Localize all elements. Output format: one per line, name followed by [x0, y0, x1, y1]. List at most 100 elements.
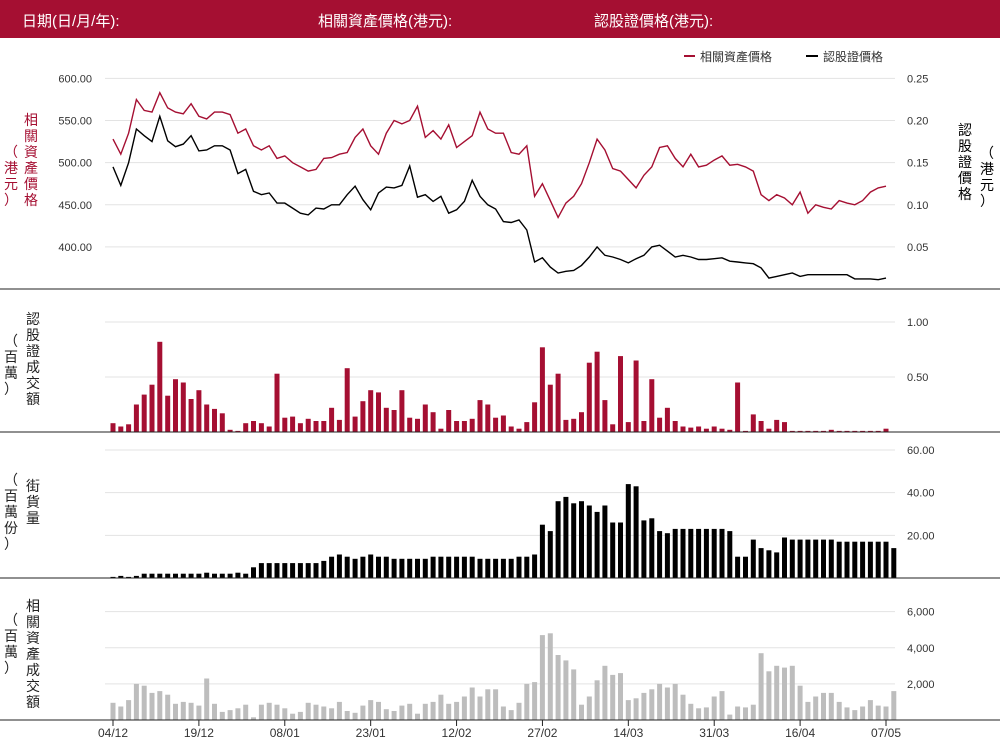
- warrant-turnover-bar: [126, 424, 132, 432]
- underlying-turnover-bar: [274, 704, 280, 720]
- underlying-turnover-bar: [493, 689, 499, 720]
- underlying-turnover-bar: [719, 691, 725, 720]
- outstanding-bar: [477, 558, 483, 578]
- underlying-turnover-bar: [399, 705, 405, 720]
- outstanding-bar: [149, 573, 155, 578]
- outstanding-bar: [860, 541, 866, 578]
- underlying-turnover-bar: [758, 653, 764, 720]
- outstanding-bar: [235, 572, 241, 578]
- warrant-turnover-bar: [860, 430, 866, 432]
- warrant-turnover-bar: [188, 399, 194, 432]
- outstanding-bar: [735, 556, 741, 578]
- outstanding-bar: [563, 496, 569, 578]
- header-underlying-label: 相關資產價格(港元):: [318, 13, 453, 30]
- warrant-turnover-bar: [602, 400, 608, 432]
- underlying-turnover-bar: [766, 671, 772, 721]
- underlying-turnover-bar: [500, 706, 506, 720]
- outstanding-bar: [196, 573, 202, 578]
- warrant-turnover-bar: [235, 430, 241, 432]
- outstanding-bar: [133, 575, 139, 578]
- warrant-turnover-bar: [867, 430, 873, 432]
- warrant-turnover-bar: [524, 422, 530, 432]
- warrant-turnover-bar: [750, 414, 756, 432]
- right-axis-tick-label: 0.25: [907, 73, 928, 85]
- warrant-turnover-bar: [508, 426, 514, 432]
- underlying-turnover-bar: [672, 683, 678, 720]
- outstanding-tick-label: 20.00: [907, 530, 935, 542]
- underlying-turnover-bar: [422, 703, 428, 721]
- underlying-turnover-bar: [828, 692, 834, 720]
- underlying-turnover-bar: [305, 702, 311, 720]
- outstanding-bar: [727, 531, 733, 578]
- x-axis-tick-label: 19/12: [184, 726, 214, 740]
- outstanding-bar: [875, 541, 881, 578]
- underlying-turnover-title: 相關資產成交額: [26, 598, 40, 710]
- underlying-turnover-bar: [555, 655, 561, 720]
- warrant-turnover-bar: [196, 390, 202, 432]
- outstanding-bar: [758, 548, 764, 578]
- warrant-turnover-tick-label: 0.50: [907, 372, 928, 384]
- warrant-turnover-bar: [586, 362, 592, 432]
- underlying-turnover-bar: [664, 687, 670, 720]
- warrant-turnover-bar: [313, 421, 319, 432]
- outstanding-bar: [500, 558, 506, 578]
- header-date: 日期(日/月/年):: [22, 10, 124, 31]
- underlying-turnover-tick-label: 6,000: [907, 607, 935, 619]
- outstanding-bar: [813, 539, 819, 578]
- underlying-turnover-bar: [867, 700, 873, 720]
- outstanding-bar: [618, 522, 623, 578]
- warrant-turnover-bar: [735, 382, 741, 432]
- warrant-turnover-bar: [680, 426, 686, 432]
- outstanding-bar: [516, 556, 522, 578]
- underlying-turnover-bar: [227, 710, 233, 720]
- warrant-turnover-bar: [376, 392, 381, 432]
- outstanding-bar: [485, 558, 491, 578]
- outstanding-bar: [774, 552, 780, 578]
- underlying-turnover-bar: [844, 707, 850, 720]
- underlying-turnover-bar: [461, 696, 467, 720]
- warrant-turnover-bar: [516, 428, 522, 432]
- outstanding-bar: [789, 539, 795, 578]
- warrant-turnover-bar: [454, 421, 460, 432]
- warrant-turnover-bar: [836, 430, 842, 432]
- outstanding-bar: [696, 528, 702, 578]
- outstanding-bar: [407, 558, 413, 578]
- outstanding-bar: [852, 541, 858, 578]
- warrant-turnover-bar: [110, 423, 116, 432]
- underlying-turnover-bar: [297, 711, 303, 720]
- underlying-turnover-bar: [149, 692, 155, 720]
- underlying-turnover-bar: [196, 705, 202, 720]
- outstanding-bar: [805, 539, 811, 578]
- underlying-turnover-bar: [696, 708, 702, 720]
- underlying-turnover-bar: [547, 633, 553, 720]
- underlying-turnover-bar: [180, 701, 186, 720]
- underlying-turnover-bar: [743, 707, 748, 720]
- outstanding-bar: [251, 567, 256, 578]
- underlying-turnover-bar: [485, 689, 491, 720]
- outstanding-bar: [297, 563, 303, 578]
- underlying-turnover-bar: [618, 673, 623, 720]
- x-axis-tick-label: 27/02: [527, 726, 557, 740]
- warrant-turnover-bar: [828, 429, 834, 432]
- warrant-turnover-bar: [219, 413, 225, 432]
- outstanding-bar: [126, 576, 132, 578]
- header-date-label: 日期(日/月/年):: [22, 13, 120, 30]
- warrant-turnover-bar: [180, 382, 186, 432]
- underlying-turnover-bar: [352, 712, 358, 720]
- underlying-turnover-bar: [680, 694, 686, 720]
- warrant-turnover-bar: [407, 417, 413, 432]
- underlying-turnover-bar: [821, 692, 826, 720]
- outstanding-bar: [274, 563, 280, 578]
- outstanding-bar: [430, 556, 436, 578]
- underlying-turnover-bar: [477, 696, 483, 720]
- underlying-turnover-bar: [454, 701, 460, 720]
- warrant-turnover-bar: [274, 373, 280, 432]
- warrant-turnover-bar: [251, 421, 256, 432]
- warrant-turnover-bar: [711, 426, 717, 432]
- warrant-turnover-bar: [415, 418, 420, 432]
- warrant-turnover-bar: [696, 426, 702, 432]
- warrant-turnover-bar: [688, 427, 694, 432]
- underlying-turnover-bar: [836, 701, 842, 720]
- underlying-turnover-bar: [376, 701, 381, 720]
